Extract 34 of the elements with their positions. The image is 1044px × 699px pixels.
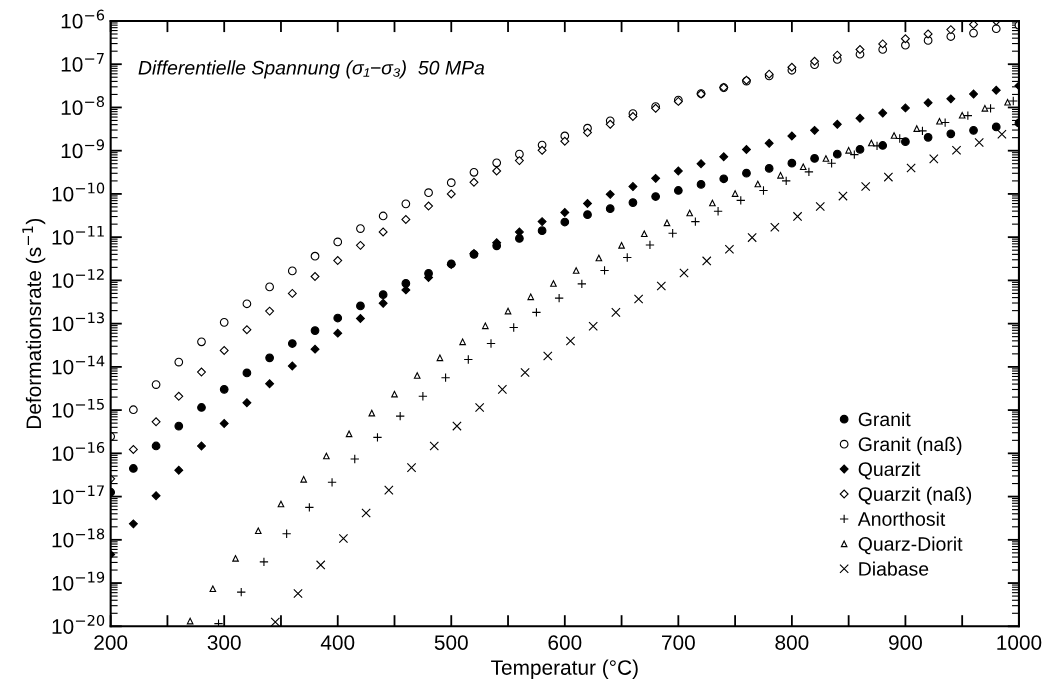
annotation: Differentielle Spannung (σ₁−σ₃) 50 MPa — [138, 60, 485, 79]
legend-label: Anorthosit — [857, 511, 946, 526]
y-tick-label: 10$^{−10}$ — [52, 182, 105, 202]
x-tick-label: 200 — [94, 635, 128, 650]
y-tick-label: 10$^{−19}$ — [52, 571, 105, 591]
y-tick-label: 10$^{−20}$ — [52, 614, 105, 634]
y-tick-label: 10$^{−8}$ — [61, 96, 105, 116]
x-tick-label: 400 — [320, 635, 355, 650]
x-axis-title: Temperatur (°C) — [491, 659, 638, 680]
y-tick-label: 10$^{−11}$ — [52, 225, 104, 245]
x-tick-label: 500 — [434, 635, 468, 650]
y-tick-label: 10$^{−18}$ — [52, 528, 105, 548]
y-tick-label: 10$^{−17}$ — [52, 485, 104, 505]
legend-label: Granit — [858, 411, 911, 427]
legend-label: Granit (naß) — [858, 436, 962, 455]
y-axis-title: Deformationsrate (s$^{−1}$) — [22, 218, 46, 429]
x-tick-label: 800 — [775, 635, 809, 650]
legend-label: Quarzit (naß) — [858, 486, 972, 505]
x-tick-label: 300 — [207, 635, 241, 650]
x-tick-label: 1000 — [997, 635, 1042, 650]
y-tick-label: 10$^{−7}$ — [61, 53, 104, 72]
y-tick-label: 10$^{−15}$ — [52, 398, 104, 418]
y-tick-label: 10$^{−16}$ — [52, 441, 105, 461]
x-tick-label: 700 — [662, 635, 695, 650]
y-tick-label: 10$^{−12}$ — [52, 268, 104, 288]
x-tick-label: 600 — [548, 635, 582, 650]
y-tick-label: 10$^{−6}$ — [61, 9, 105, 29]
legend-label: Quarzit — [858, 461, 921, 480]
x-tick-label: 900 — [889, 635, 922, 650]
y-tick-label: 10$^{−13}$ — [52, 312, 104, 332]
legend-label: Quarz-Diorit — [858, 536, 963, 555]
y-tick-label: 10$^{−9}$ — [61, 139, 105, 159]
y-tick-label: 10$^{−14}$ — [52, 355, 105, 375]
legend-label: Diabase — [859, 561, 929, 576]
